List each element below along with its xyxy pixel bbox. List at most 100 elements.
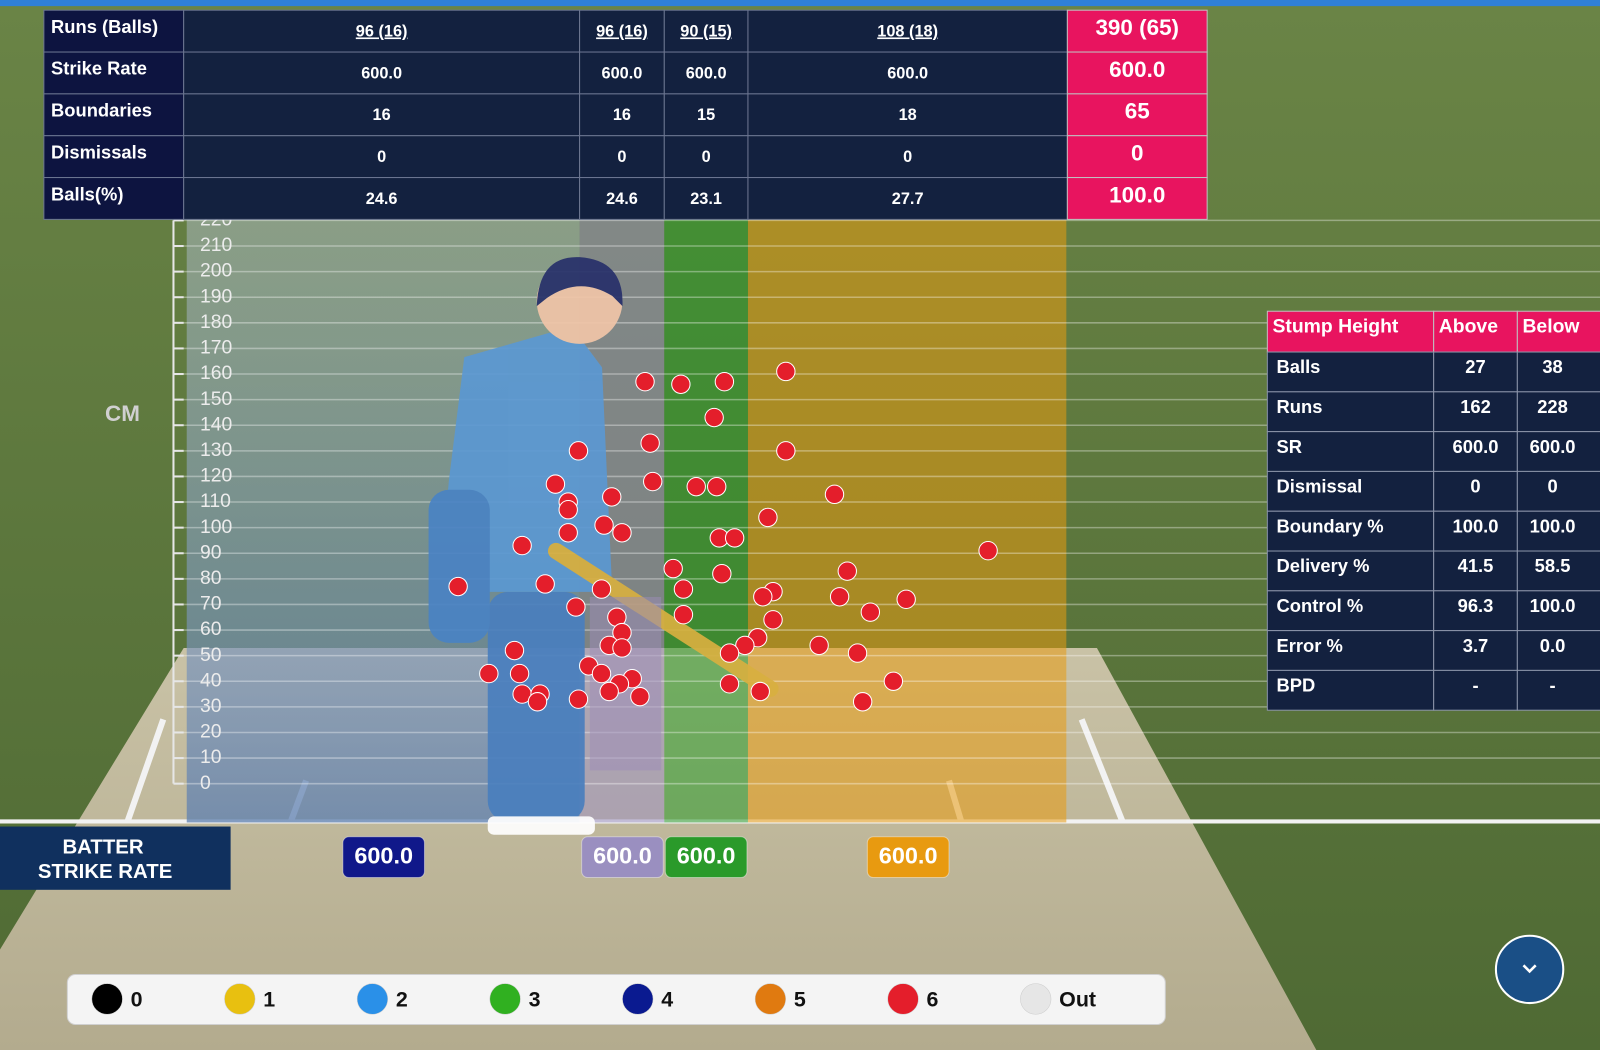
y-axis-ticks: 0 10 20 30 40 50 60 70 80 90 100 110 120 130 140 150 160… — [173, 209, 233, 794]
ball — [558, 500, 578, 520]
stump-cell — [1433, 391, 1518, 433]
zone-summary-table: Runs (Balls) 96 (16) 96 (16) 90 (15) 108 (18… — [43, 9, 1208, 220]
zone-value[interactable]: 108 (18) — [877, 22, 938, 40]
stump-cell — [1516, 470, 1600, 512]
ball — [479, 663, 499, 684]
row-label-cell — [43, 135, 185, 179]
row-label-cell — [43, 51, 185, 95]
total-value: 390 (65) — [1095, 15, 1179, 40]
zone-value: 24.6 — [606, 190, 638, 208]
zone-cell — [663, 93, 749, 137]
legend-label: 3 — [529, 988, 541, 1012]
strike-rate-value: 600.0 — [354, 842, 413, 868]
y-tick-label: 140 — [200, 413, 233, 435]
ball — [852, 692, 873, 712]
stump-cell — [1266, 470, 1435, 512]
ball — [776, 361, 796, 382]
y-tick-label: 60 — [200, 618, 222, 640]
legend-label: Out — [1059, 988, 1096, 1012]
legend-label: 4 — [661, 988, 673, 1012]
strike-rate-value: 600.0 — [879, 842, 938, 868]
zone-value[interactable]: 96 (16) — [596, 22, 648, 40]
legend-label: 0 — [131, 988, 143, 1012]
y-tick-label: 120 — [200, 465, 233, 487]
scroll-down-button[interactable] — [1494, 934, 1565, 1005]
total-cell — [1066, 51, 1208, 95]
stump-row-label: Dismissal — [1277, 476, 1363, 497]
stump-value: 100.0 — [1530, 515, 1576, 536]
ball — [504, 640, 525, 661]
legend-swatch — [1020, 983, 1052, 1015]
y-tick-label: 20 — [200, 721, 222, 743]
ball — [860, 602, 881, 622]
stump-cell — [1266, 431, 1435, 472]
stump-cell — [1516, 431, 1600, 472]
legend-swatch — [356, 983, 389, 1015]
stump-row-label: SR — [1277, 436, 1303, 457]
ball — [591, 579, 612, 599]
ball — [829, 587, 850, 607]
zone-cell — [183, 51, 581, 95]
stump-value: 600.0 — [1530, 436, 1576, 457]
batter-strike-rate-label: BATTER — [62, 836, 143, 858]
stump-cell — [1516, 510, 1600, 552]
legend-label: 5 — [794, 988, 806, 1012]
total-cell — [1066, 135, 1208, 179]
batter-strike-rate-label: STRIKE RATE — [38, 861, 172, 883]
stump-cell — [1516, 391, 1600, 433]
zone-value: 600.0 — [686, 64, 727, 82]
ball — [750, 681, 770, 702]
strike-rate-badge — [581, 836, 664, 879]
strike-rate-value: 600.0 — [593, 842, 652, 868]
ball — [635, 372, 655, 392]
y-tick-label: 100 — [200, 516, 233, 538]
ball — [671, 374, 691, 394]
ball — [758, 507, 778, 528]
legend-box — [66, 973, 1166, 1025]
ball — [535, 574, 555, 594]
zone-cell — [579, 93, 665, 137]
stump-value: 600.0 — [1453, 436, 1499, 457]
zone-cell — [747, 135, 1068, 179]
zone-value: 16 — [613, 106, 631, 124]
zone-value[interactable]: 90 (15) — [680, 22, 732, 40]
y-axis-label: CM — [105, 401, 140, 426]
stump-value: 100.0 — [1453, 515, 1499, 536]
row-label: Balls(%) — [51, 183, 123, 204]
stump-cell — [1433, 590, 1518, 632]
stump-value: 0 — [1470, 476, 1480, 497]
header-label: Above — [1439, 316, 1498, 338]
stump-cell — [1266, 590, 1435, 632]
stump-cell — [1433, 470, 1518, 512]
zone-value[interactable]: 96 (16) — [356, 22, 408, 40]
stump-row-label: BPD — [1277, 675, 1316, 696]
row-label: Runs (Balls) — [51, 16, 158, 37]
stump-cell — [1433, 550, 1518, 592]
stump-cell — [1516, 630, 1600, 671]
ball — [568, 441, 589, 461]
stump-cell — [1516, 669, 1600, 711]
stump-cell — [1433, 669, 1518, 711]
row-label: Strike Rate — [51, 58, 147, 79]
zone-strike-rates: BATTER STRIKE RATE 600.0 600.0 600.0 600.0 — [0, 826, 950, 890]
zone-cell — [183, 177, 581, 220]
stump-value: 3.7 — [1463, 635, 1489, 656]
zone-band — [747, 219, 1067, 823]
stump-cell — [1266, 391, 1435, 433]
y-tick-label: 80 — [200, 567, 222, 589]
y-tick-label: 210 — [200, 234, 233, 256]
ball — [686, 476, 706, 497]
header-label: Stump Height — [1272, 316, 1398, 338]
legend: 0 1 2 3 4 5 6 Out — [91, 983, 1096, 1015]
stump-cell — [1516, 590, 1600, 632]
y-tick-label: 180 — [200, 311, 233, 333]
zone-value: 600.0 — [602, 64, 643, 82]
zone-value: 600.0 — [887, 64, 928, 82]
stump-value: 96.3 — [1458, 595, 1494, 616]
y-tick-label: 70 — [200, 593, 222, 615]
ball — [673, 605, 694, 625]
y-tick-label: 170 — [200, 337, 233, 359]
ball — [896, 589, 916, 610]
zone-cell — [183, 93, 581, 137]
